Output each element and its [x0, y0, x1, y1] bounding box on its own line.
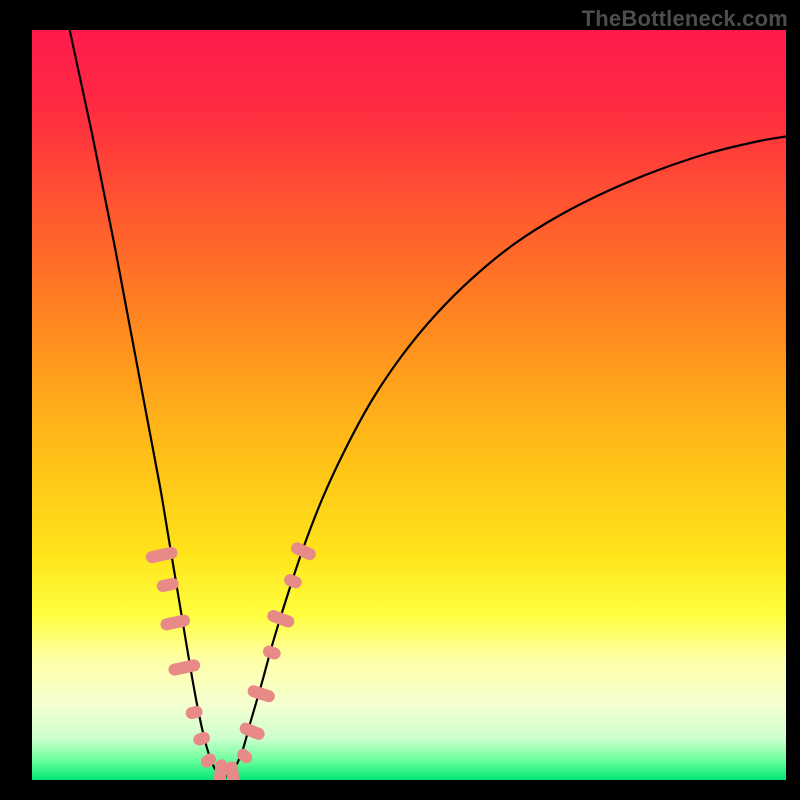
plot-area: [32, 30, 786, 780]
watermark-text: TheBottleneck.com: [582, 6, 788, 32]
chart-svg: [32, 30, 786, 780]
chart-frame: TheBottleneck.com: [0, 0, 800, 800]
